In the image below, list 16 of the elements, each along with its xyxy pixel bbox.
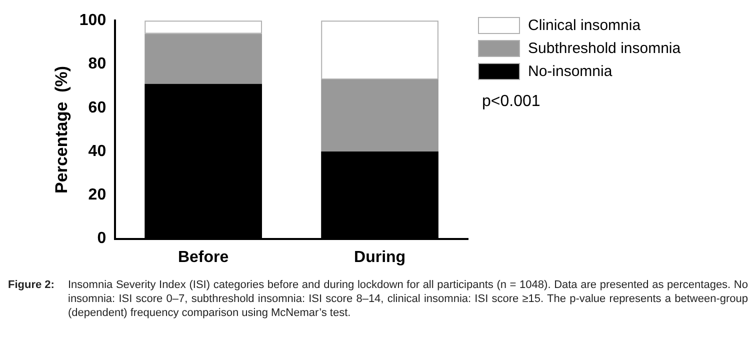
bar (144, 34, 262, 84)
y-tick-label: 80 (88, 56, 106, 73)
text: Insomnia Severity Index (ISI) categories before and during lockdown for all participants (n = 1048). Data are presented as percentages. No insomnia: ISI score 0–7, subthreshold insomnia: ISI score 8–14, clinical insomnia: ISI score ≥15. The p-value represents a between-group (dependent) frequency comparison using McNemar’s test. (68, 278, 748, 320)
y-tick-label: 100 (79, 12, 106, 30)
y-tick-label: 20 (88, 186, 106, 204)
x-tick-label: Before (178, 248, 229, 266)
y-tick-label: 60 (88, 99, 106, 116)
x-tick-label: During (354, 248, 406, 266)
y-tick-label: 40 (88, 142, 106, 160)
text: p<0.001 (482, 93, 542, 111)
legend-label: Clinical insomnia (528, 17, 641, 34)
legend-label: Subthreshold insomnia (528, 40, 681, 57)
legend-label: No-insomnia (528, 63, 612, 80)
y-axis-title: Percentage (%) (52, 66, 71, 194)
y-tick-label: 0 (97, 230, 106, 248)
caption: Figure 2: (8, 278, 56, 293)
